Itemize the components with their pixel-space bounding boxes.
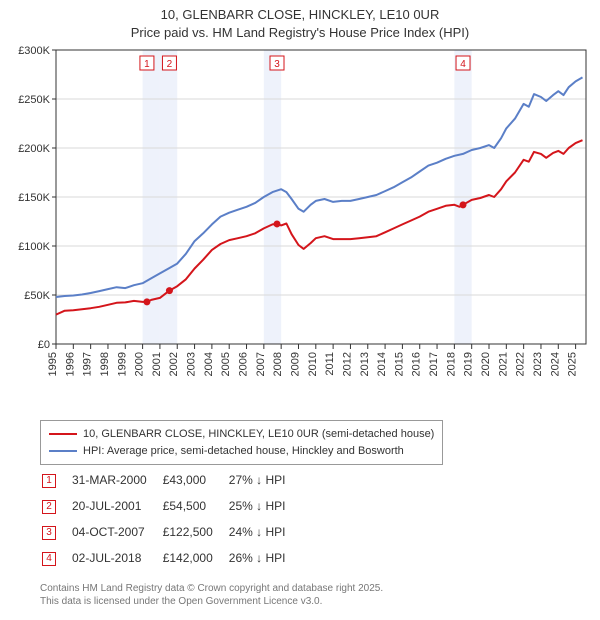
svg-text:2011: 2011 <box>324 352 336 376</box>
svg-text:£100K: £100K <box>18 241 50 253</box>
table-row: 2 20-JUL-2001£54,50025% ↓ HPI <box>42 494 299 518</box>
svg-text:2001: 2001 <box>151 352 163 376</box>
svg-text:2003: 2003 <box>186 352 198 376</box>
sale-price: £43,000 <box>163 468 227 492</box>
sale-delta: 27% ↓ HPI <box>229 468 300 492</box>
svg-text:2018: 2018 <box>445 352 457 376</box>
sale-date: 20-JUL-2001 <box>72 494 161 518</box>
chart-container: £0 £50K £100K £150K £200K £250K £300K 1995 1996 1… <box>8 44 592 404</box>
footer-line-1: Contains HM Land Registry data © Crown c… <box>40 582 383 595</box>
svg-text:£250K: £250K <box>18 94 50 106</box>
sale-delta: 26% ↓ HPI <box>229 546 300 570</box>
legend-swatch <box>49 450 77 452</box>
sale-delta: 24% ↓ HPI <box>229 520 300 544</box>
svg-text:2023: 2023 <box>532 352 544 376</box>
svg-text:1995: 1995 <box>47 352 59 376</box>
title-line-2: Price paid vs. HM Land Registry's House … <box>0 24 600 42</box>
footer-line-2: This data is licensed under the Open Gov… <box>40 595 383 608</box>
sale-marker-box: 1 <box>42 474 56 488</box>
legend-label: 10, GLENBARR CLOSE, HINCKLEY, LE10 0UR (… <box>83 426 434 443</box>
svg-text:2000: 2000 <box>134 352 146 376</box>
svg-text:2021: 2021 <box>497 352 509 376</box>
svg-text:2016: 2016 <box>411 352 423 376</box>
line-chart: £0 £50K £100K £150K £200K £250K £300K 1995 1996 1… <box>8 44 592 404</box>
sale-date: 31-MAR-2000 <box>72 468 161 492</box>
svg-text:1999: 1999 <box>116 352 128 376</box>
svg-text:1998: 1998 <box>99 352 111 376</box>
svg-text:2008: 2008 <box>272 352 284 376</box>
svg-text:2017: 2017 <box>428 352 440 376</box>
sale-price: £54,500 <box>163 494 227 518</box>
svg-text:3: 3 <box>274 59 280 70</box>
sale-date: 02-JUL-2018 <box>72 546 161 570</box>
sale-marker-box: 2 <box>42 500 56 514</box>
title-line-1: 10, GLENBARR CLOSE, HINCKLEY, LE10 0UR <box>0 6 600 24</box>
table-row: 3 04-OCT-2007£122,50024% ↓ HPI <box>42 520 299 544</box>
legend-item: HPI: Average price, semi-detached house,… <box>49 443 434 460</box>
svg-text:4: 4 <box>460 59 466 70</box>
svg-text:2014: 2014 <box>376 352 388 376</box>
table-row: 4 02-JUL-2018£142,00026% ↓ HPI <box>42 546 299 570</box>
svg-text:2013: 2013 <box>359 352 371 376</box>
sale-marker-box: 3 <box>42 526 56 540</box>
svg-text:2004: 2004 <box>203 352 215 376</box>
svg-text:£50K: £50K <box>24 290 50 302</box>
svg-text:1: 1 <box>144 59 150 70</box>
svg-text:2: 2 <box>167 59 173 70</box>
svg-text:2024: 2024 <box>549 352 561 376</box>
svg-text:2005: 2005 <box>220 352 232 376</box>
sale-date: 04-OCT-2007 <box>72 520 161 544</box>
svg-text:2010: 2010 <box>307 352 319 376</box>
svg-text:2025: 2025 <box>567 352 579 376</box>
svg-text:2012: 2012 <box>341 352 353 376</box>
svg-text:2020: 2020 <box>480 352 492 376</box>
svg-text:£200K: £200K <box>18 143 50 155</box>
svg-text:1996: 1996 <box>64 352 76 376</box>
svg-text:2015: 2015 <box>393 352 405 376</box>
legend-item: 10, GLENBARR CLOSE, HINCKLEY, LE10 0UR (… <box>49 426 434 443</box>
footer-attribution: Contains HM Land Registry data © Crown c… <box>40 582 383 608</box>
legend-label: HPI: Average price, semi-detached house,… <box>83 443 404 460</box>
svg-text:2009: 2009 <box>289 352 301 376</box>
svg-text:£300K: £300K <box>18 45 50 57</box>
svg-text:1997: 1997 <box>82 352 94 376</box>
legend: 10, GLENBARR CLOSE, HINCKLEY, LE10 0UR (… <box>40 420 443 465</box>
sale-price: £142,000 <box>163 546 227 570</box>
sales-table: 1 31-MAR-2000£43,00027% ↓ HPI 2 20-JUL-2001… <box>40 466 301 572</box>
svg-text:2007: 2007 <box>255 352 267 376</box>
sale-price: £122,500 <box>163 520 227 544</box>
svg-text:£150K: £150K <box>18 192 50 204</box>
svg-text:2019: 2019 <box>463 352 475 376</box>
sale-delta: 25% ↓ HPI <box>229 494 300 518</box>
svg-text:2006: 2006 <box>238 352 250 376</box>
legend-swatch <box>49 433 77 435</box>
sale-marker-box: 4 <box>42 552 56 566</box>
svg-text:2022: 2022 <box>515 352 527 376</box>
svg-text:£0: £0 <box>38 339 50 351</box>
table-row: 1 31-MAR-2000£43,00027% ↓ HPI <box>42 468 299 492</box>
chart-title: 10, GLENBARR CLOSE, HINCKLEY, LE10 0UR P… <box>0 0 600 41</box>
svg-text:2002: 2002 <box>168 352 180 376</box>
